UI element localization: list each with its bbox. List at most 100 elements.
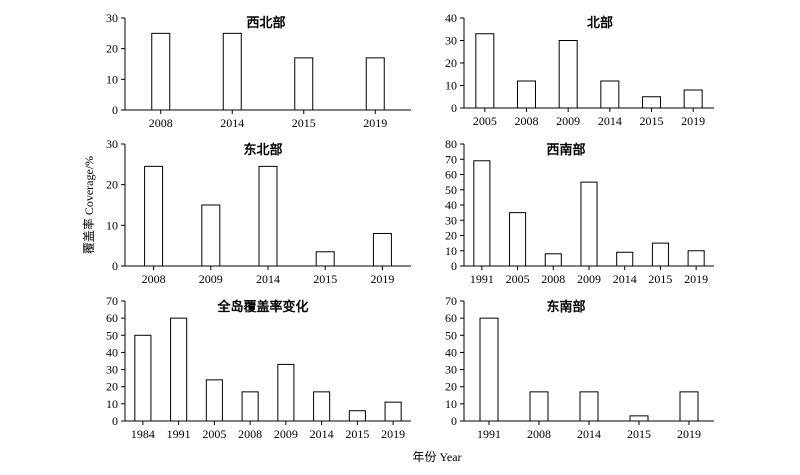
x-tick-label: 2008 (515, 114, 539, 128)
bar (509, 212, 527, 267)
x-tick-label: 2005 (202, 427, 226, 441)
x-tick-label: 2015 (345, 427, 369, 441)
y-tick-label: 20 (445, 229, 457, 243)
panel-title: 西北部 (246, 15, 285, 30)
bar (687, 250, 705, 267)
bar (544, 253, 562, 267)
bar (222, 32, 242, 111)
x-tick-label: 2014 (577, 427, 601, 441)
y-tick-label: 70 (445, 294, 457, 308)
x-tick-label: 2019 (363, 116, 387, 130)
bar (580, 181, 598, 267)
panel-title: 东北部 (243, 142, 282, 157)
chart-panel: 0 10 20 30 40 50 60 70 1991 2008 2014 2015 2019 东南部 (445, 294, 714, 441)
y-tick-label: 70 (106, 294, 118, 308)
y-tick-label: 30 (445, 363, 457, 377)
y-tick-label: 30 (445, 34, 457, 48)
bar (134, 334, 152, 422)
y-tick-label: 20 (445, 380, 457, 394)
x-tick-label: 2008 (142, 272, 166, 286)
y-tick-label: 10 (106, 72, 118, 86)
y-tick-label: 20 (445, 56, 457, 70)
x-tick-label: 2019 (681, 114, 705, 128)
panel-title: 北部 (587, 15, 613, 30)
y-tick-label: 20 (106, 42, 118, 56)
bar (313, 391, 331, 422)
y-tick-label: 50 (445, 183, 457, 197)
y-tick-label: 10 (445, 397, 457, 411)
bar (529, 391, 549, 422)
x-tick-label: 1991 (470, 272, 494, 286)
y-tick-label: 20 (106, 380, 118, 394)
y-tick-label: 10 (445, 79, 457, 93)
bar (616, 251, 634, 267)
x-tick-label: 1991 (167, 427, 191, 441)
chart-panel: 0 10 20 30 40 50 60 70 1984 1991 2005 2008 2009 2014 2… (106, 294, 411, 441)
y-tick-label: 20 (106, 178, 118, 192)
x-tick-label: 2019 (370, 272, 394, 286)
bar (579, 391, 599, 422)
y-tick-label: 40 (445, 345, 457, 359)
y-tick-label: 0 (451, 101, 457, 115)
chart-panel: 0 10 20 30 2008 2014 2015 2019 西北部 (106, 11, 411, 130)
x-tick-label: 2014 (256, 272, 280, 286)
x-tick-label: 2015 (648, 272, 672, 286)
bar (294, 57, 314, 111)
y-tick-label: 60 (445, 168, 457, 182)
chart-panel: 0 10 20 30 2008 2009 2014 2015 2019 东北部 (106, 137, 411, 286)
y-tick-label: 60 (445, 311, 457, 325)
x-tick-label: 2009 (274, 427, 298, 441)
bar (277, 363, 295, 422)
bar (241, 391, 259, 422)
x-tick-label: 2019 (684, 272, 708, 286)
y-tick-label: 40 (106, 345, 118, 359)
y-tick-label: 0 (112, 103, 118, 117)
y-tick-label: 40 (445, 198, 457, 212)
bar (144, 165, 164, 267)
bar (315, 251, 335, 267)
x-tick-label: 2009 (577, 272, 601, 286)
panel-title: 东南部 (546, 299, 585, 314)
bar (151, 32, 171, 111)
bar (201, 204, 221, 267)
x-tick-label: 2014 (613, 272, 637, 286)
y-tick-label: 0 (451, 259, 457, 273)
bar (170, 317, 188, 422)
x-tick-label: 2005 (506, 272, 530, 286)
x-tick-label: 2015 (640, 114, 664, 128)
y-tick-label: 0 (112, 414, 118, 428)
x-tick-label: 2009 (556, 114, 580, 128)
bar (473, 160, 491, 267)
y-tick-label: 70 (445, 152, 457, 166)
y-axis-title: 覆盖率 Coverage/% (81, 156, 96, 254)
bar (348, 410, 366, 422)
y-tick-label: 50 (445, 328, 457, 342)
x-tick-label: 2019 (677, 427, 701, 441)
y-tick-label: 30 (106, 137, 118, 151)
y-tick-label: 10 (106, 218, 118, 232)
x-tick-label: 2008 (238, 427, 262, 441)
chart-panel: 0 10 20 30 40 2005 2008 2009 2014 2015 2019 北部 (445, 11, 714, 128)
bar (258, 165, 278, 267)
x-tick-label: 2015 (627, 427, 651, 441)
bar (651, 242, 669, 267)
x-tick-label: 2014 (220, 116, 244, 130)
bar (517, 80, 536, 109)
x-tick-label: 2008 (527, 427, 551, 441)
panel-title: 西南部 (546, 142, 585, 157)
y-tick-label: 10 (106, 397, 118, 411)
x-tick-label: 2014 (310, 427, 334, 441)
x-tick-label: 2019 (381, 427, 405, 441)
x-tick-label: 2015 (313, 272, 337, 286)
x-tick-label: 2008 (149, 116, 173, 130)
y-tick-label: 30 (106, 11, 118, 25)
bar (372, 232, 392, 267)
y-tick-label: 30 (106, 363, 118, 377)
y-tick-label: 80 (445, 137, 457, 151)
x-tick-label: 2015 (292, 116, 316, 130)
bar (475, 33, 495, 109)
x-tick-label: 2014 (598, 114, 622, 128)
x-tick-label: 2005 (473, 114, 497, 128)
